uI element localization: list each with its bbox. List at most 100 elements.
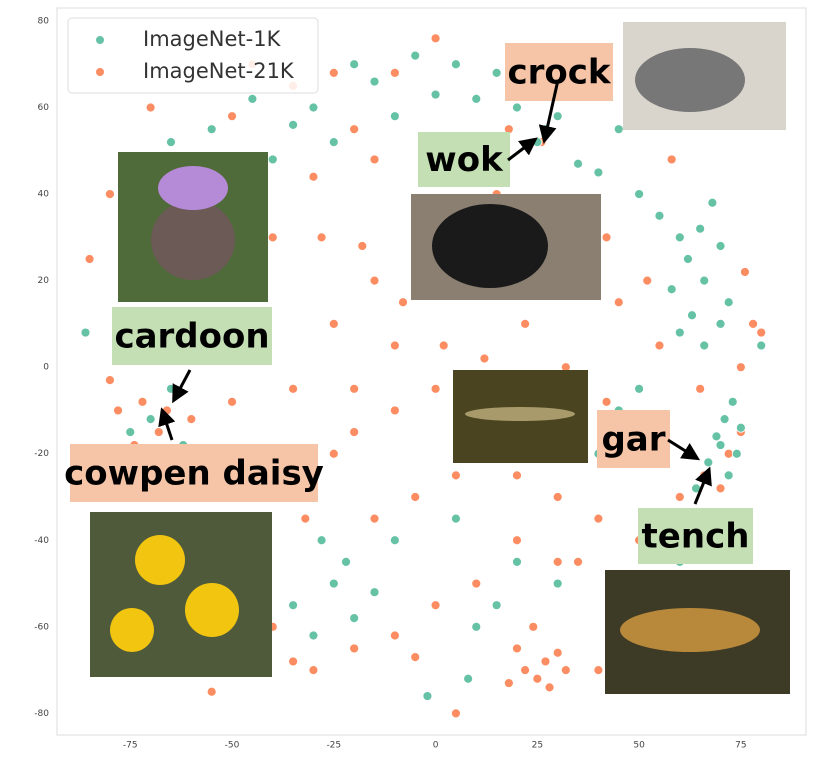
- x-tick-label: 75: [735, 741, 746, 751]
- point: [430, 600, 441, 611]
- point: [389, 111, 400, 122]
- annotation-arrow: [693, 466, 712, 505]
- annotation-box: [418, 132, 510, 187]
- point: [430, 33, 441, 44]
- point: [471, 621, 482, 632]
- point: [316, 232, 327, 243]
- point: [410, 652, 421, 663]
- point: [552, 111, 563, 122]
- point: [666, 154, 677, 165]
- point: [715, 483, 726, 494]
- annotation-label: wok: [425, 140, 504, 180]
- point: [451, 708, 461, 719]
- photo-shape: [158, 166, 228, 210]
- point: [740, 267, 750, 277]
- point: [687, 310, 697, 321]
- point: [369, 513, 380, 524]
- point: [145, 102, 156, 113]
- point: [491, 600, 502, 611]
- y-tick-label: 40: [38, 190, 50, 200]
- point: [369, 587, 380, 598]
- annotation-box: [597, 410, 670, 468]
- point: [735, 362, 746, 373]
- annotation-label: gar: [601, 420, 665, 460]
- x-tick-label: -25: [326, 741, 341, 751]
- y-tick-label: 0: [43, 363, 49, 373]
- point: [300, 513, 311, 524]
- annotation-label: tench: [642, 517, 750, 557]
- point: [430, 383, 441, 394]
- point: [695, 383, 706, 394]
- point: [711, 431, 722, 442]
- point: [227, 396, 237, 407]
- point: [512, 470, 522, 481]
- point: [471, 93, 482, 104]
- point: [369, 76, 380, 87]
- point: [410, 492, 421, 502]
- annotation-label: crock: [507, 53, 611, 93]
- point: [731, 448, 742, 459]
- photo-shape: [151, 200, 235, 280]
- photo-shape: [135, 535, 185, 585]
- annotation-arrow: [667, 438, 701, 461]
- point: [552, 492, 563, 502]
- point: [288, 383, 298, 394]
- point: [699, 275, 710, 286]
- legend-marker: [95, 67, 105, 77]
- point: [674, 492, 685, 502]
- point: [748, 318, 758, 329]
- point: [80, 327, 91, 338]
- point: [145, 414, 156, 425]
- point: [683, 254, 693, 264]
- point: [634, 383, 645, 394]
- annotation-arrow: [172, 369, 192, 404]
- point: [341, 557, 351, 567]
- point: [613, 124, 624, 135]
- point: [512, 102, 522, 113]
- point: [552, 647, 563, 658]
- point: [520, 665, 531, 675]
- point: [369, 275, 380, 286]
- point: [349, 59, 360, 70]
- annotation-box: [638, 508, 753, 564]
- point: [613, 297, 624, 308]
- point: [316, 535, 327, 546]
- point: [308, 171, 319, 182]
- point: [288, 600, 298, 611]
- annotation-arrow: [507, 137, 538, 162]
- y-tick-label: -60: [34, 622, 49, 632]
- point: [703, 457, 714, 468]
- point: [756, 327, 767, 338]
- point: [451, 470, 461, 481]
- point: [389, 630, 400, 641]
- point: [601, 396, 612, 407]
- point: [715, 241, 726, 251]
- point: [349, 124, 360, 135]
- photo-shape: [465, 407, 575, 421]
- point: [723, 470, 734, 481]
- point: [715, 318, 726, 329]
- point: [593, 665, 604, 675]
- point: [84, 254, 95, 264]
- point: [328, 68, 339, 78]
- point: [512, 535, 522, 546]
- photo-shape: [110, 608, 154, 652]
- y-tick-label: 60: [38, 103, 50, 113]
- point: [666, 284, 677, 295]
- annotation-arrow: [158, 407, 176, 441]
- x-tick-label: 0: [433, 741, 439, 751]
- point: [634, 189, 645, 199]
- annotations: crock wok cardoon cowpen daisy gar tench: [64, 22, 790, 694]
- point: [422, 691, 433, 701]
- y-tick-label: -40: [34, 536, 49, 546]
- point: [438, 340, 449, 351]
- point: [544, 682, 555, 693]
- point: [719, 414, 730, 425]
- point: [451, 59, 461, 70]
- point: [328, 448, 339, 459]
- point: [674, 327, 685, 338]
- point: [532, 673, 543, 684]
- point: [532, 137, 543, 148]
- x-tick-label: 50: [633, 741, 645, 751]
